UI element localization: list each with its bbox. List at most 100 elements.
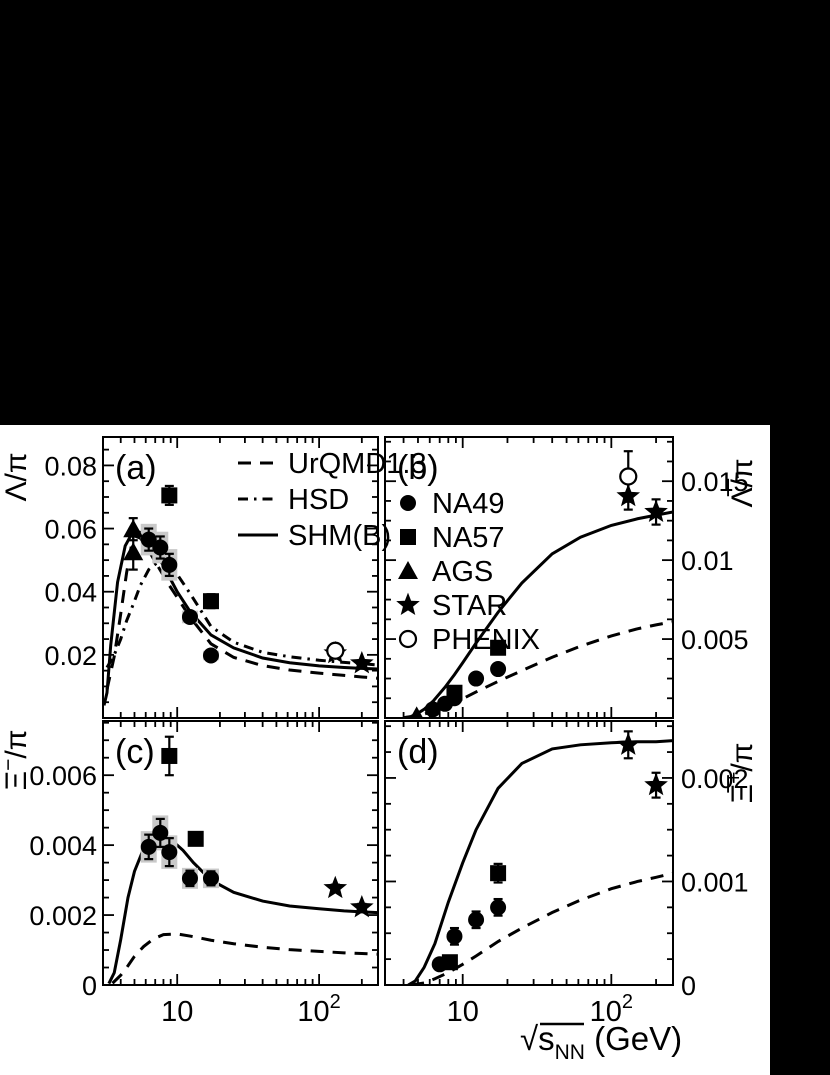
legend-label: PHENIX [432, 624, 540, 656]
legend-label: AGS [432, 556, 493, 588]
data-point-square [187, 830, 204, 847]
model-curve-shm-b- [103, 529, 378, 706]
ylabel-antixi-plus-pi-text: Ξ̅+/π [723, 743, 759, 804]
series-b-phenix [619, 450, 638, 503]
data-point-triangle [123, 519, 144, 538]
ytick-label: 0.005 [681, 625, 749, 655]
ylabel-lambda-pi: Λ/π [0, 452, 33, 501]
panel-frame-d [384, 720, 674, 986]
ylabel-xi-minus-pi: Ξ−/π [0, 730, 33, 791]
ytick-label-wrap: 0 [82, 971, 97, 1001]
data-point-circle [140, 531, 157, 548]
y-ticks-a [103, 448, 378, 719]
data-point-square [400, 529, 416, 545]
panel-label-text: (b) [397, 449, 439, 487]
data-point-star [396, 592, 420, 616]
data-point-square [202, 593, 219, 610]
data-point-triangle [123, 542, 144, 561]
data-point-circle [181, 608, 198, 625]
data-point-square [490, 639, 507, 656]
panel-label-d: (d) [397, 733, 439, 771]
xaxis-title-text: √sNN (GeV) [520, 1020, 682, 1064]
legend-label: HSD [288, 484, 349, 516]
data-point-circle [152, 824, 169, 841]
data-point-star [644, 772, 668, 796]
ytick-label-wrap: 0.04 [44, 578, 97, 608]
x-ticks-a [102, 437, 363, 718]
series-d-na49 [431, 897, 507, 973]
legend-label: NA57 [432, 522, 505, 554]
data-point-circle-open [619, 467, 638, 486]
data-points-a [123, 484, 374, 674]
black-border-right [770, 0, 830, 1075]
data-point-square [161, 747, 178, 764]
series-a-ags [123, 517, 144, 571]
x-ticks-c [102, 721, 363, 985]
model-curve-shm-b- [407, 739, 673, 985]
series-b-na57 [446, 639, 507, 701]
panel-frame-a [102, 436, 379, 719]
data-point-star [350, 650, 374, 674]
series-d-star [616, 730, 668, 799]
ytick-label-wrap: 0.004 [29, 831, 97, 861]
legend-label: NA49 [432, 488, 505, 520]
data-point-circle [140, 838, 157, 855]
ytick-label: 0.04 [44, 578, 97, 608]
ytick-label: 0.004 [29, 831, 97, 861]
data-point-circle [161, 556, 178, 573]
ytick-label-wrap: 0.006 [29, 761, 97, 791]
ytick-label: 0.06 [44, 515, 97, 545]
data-point-square [490, 865, 507, 882]
panel-frame-c [102, 720, 379, 986]
ytick-label-wrap: 0.06 [44, 515, 97, 545]
data-point-circle [490, 661, 507, 678]
data-points-d [431, 730, 668, 973]
data-point-square [161, 487, 178, 504]
x-tick-labels-c: 10 102 [161, 991, 341, 1028]
series-c-na49 [140, 817, 219, 888]
series-b-na49 [424, 661, 507, 718]
four-panel-plot: 0.02 0.04 0.06 0.08 (a) 0.005 0.01 0.015 (b) 0 0.0… [0, 436, 759, 1064]
data-point-circle [181, 870, 198, 887]
data-point-star [323, 875, 348, 899]
ytick-label: 0.002 [29, 901, 97, 931]
black-border-top [0, 0, 830, 425]
ytick-label: 0.006 [29, 761, 97, 791]
data-point-circle-open [326, 641, 345, 660]
series-d-na57 [441, 862, 507, 971]
data-point-star [616, 732, 641, 755]
ylabel-xi-minus-pi-text: Ξ−/π [0, 730, 33, 791]
ytick-label: 0 [82, 971, 97, 1001]
data-point-circle [161, 844, 178, 861]
model-curve-urqmd1-3 [111, 932, 378, 985]
panel-label-a: (a) [115, 449, 157, 487]
y-ticks-d [385, 725, 673, 986]
plot-frames [102, 436, 674, 986]
data-points-c [140, 735, 374, 918]
ytick-label-wrap: 0.08 [44, 451, 97, 481]
ytick-label: 0.08 [44, 451, 97, 481]
data-point-star [644, 499, 668, 523]
data-point-circle [490, 899, 507, 916]
ytick-label-wrap: 0.02 [44, 641, 97, 671]
model-curve-hsd [105, 558, 378, 669]
curves-c [107, 836, 378, 985]
series-a-phenix [326, 641, 345, 660]
xaxis-title: √sNN (GeV) [520, 1020, 682, 1064]
model-curve-shm-b- [107, 836, 378, 985]
ytick-label-wrap: 0.002 [29, 901, 97, 931]
model-curve-urqmd1-3 [105, 533, 378, 690]
data-point-circle [400, 495, 416, 511]
data-point-circle-open [398, 629, 418, 649]
series-b-ags [410, 706, 424, 718]
ytick-label: 0.01 [681, 546, 734, 576]
series-c-na57 [161, 735, 204, 847]
data-point-circle [446, 928, 463, 945]
panel-label-text: (c) [115, 733, 155, 771]
model-curve-urqmd1-3 [410, 871, 673, 985]
data-point-triangle [410, 706, 424, 718]
curves-a [103, 529, 378, 706]
panel-label-text: (d) [397, 733, 439, 771]
y-ticks-b [385, 440, 673, 719]
